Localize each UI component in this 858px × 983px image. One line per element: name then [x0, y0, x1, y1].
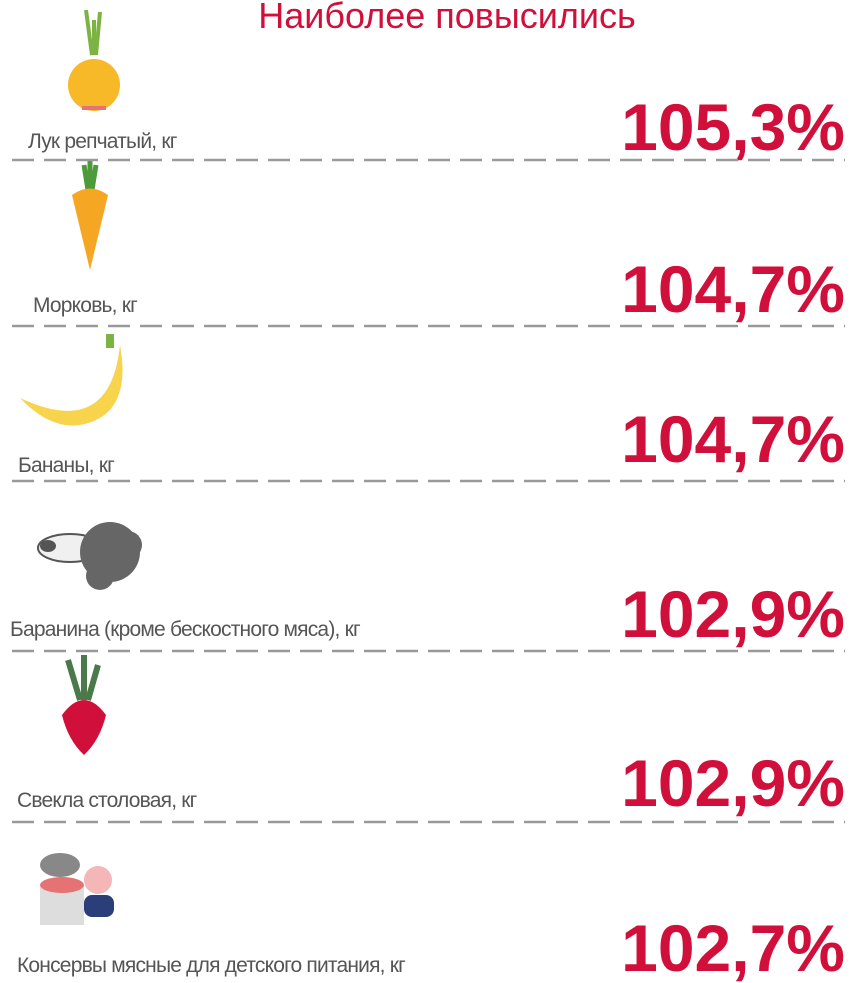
beet-icon [62, 655, 106, 755]
item-label: Морковь, кг [33, 294, 138, 317]
item-value: 105,3% [621, 90, 845, 164]
carrot-icon [72, 160, 108, 270]
canned-food-icon [40, 853, 114, 925]
item-label: Лук репчатый, кг [28, 130, 178, 153]
item-value: 104,7% [621, 402, 845, 476]
item-label: Бананы, кг [18, 454, 115, 477]
item-label: Консервы мясные для детского питания, кг [17, 954, 406, 977]
title: Наиболее повысились [258, 0, 636, 36]
item-label: Свекла столовая, кг [17, 789, 198, 812]
onion-icon [68, 9, 120, 111]
rows: Лук репчатый, кг 105,3% Морковь, кг 104,7% Б… [10, 90, 845, 983]
item-label: Баранина (кроме бескостного мяса), кг [10, 618, 361, 641]
banana-icon [20, 334, 123, 426]
item-value: 102,9% [621, 577, 845, 651]
item-value: 102,9% [621, 746, 845, 820]
item-value: 104,7% [621, 252, 845, 326]
sheep-icon [37, 522, 142, 590]
item-value: 102,7% [621, 911, 845, 983]
